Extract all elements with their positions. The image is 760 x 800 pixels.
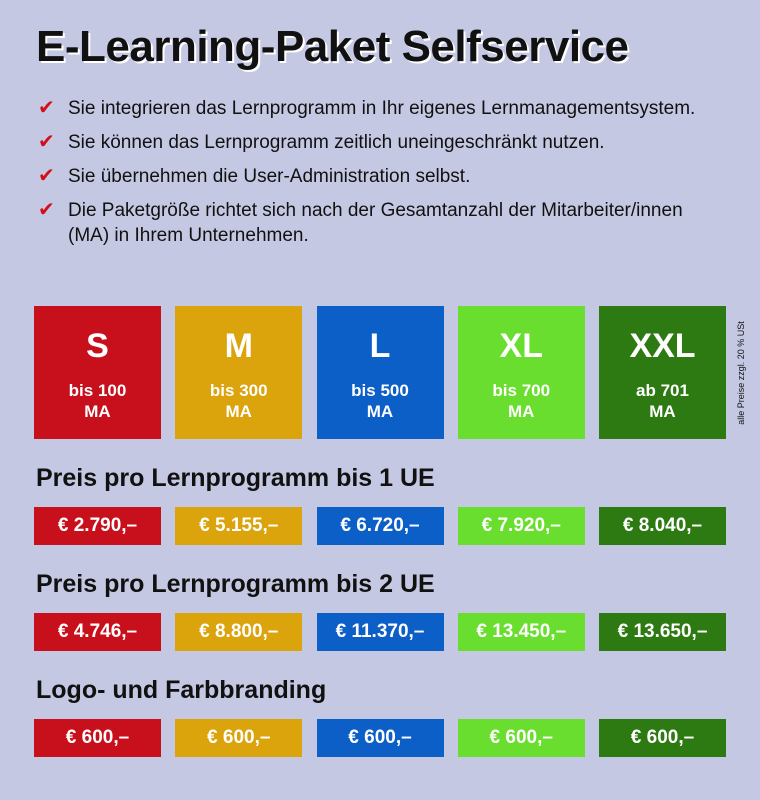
price-s: € 4.746,– — [34, 613, 161, 651]
package-size: S — [86, 327, 109, 365]
price-row-branding: € 600,– € 600,– € 600,– € 600,– € 600,– — [34, 719, 726, 757]
price-l: € 600,– — [316, 719, 444, 757]
package-unit: MA — [649, 402, 676, 421]
price-m: € 600,– — [175, 719, 303, 757]
checkmark-icon: ✔ — [38, 131, 55, 153]
package-row: S bis 100 MA M bis 300 MA L bis 500 MA X… — [34, 306, 726, 439]
package-range: bis 100 — [68, 381, 127, 400]
package-unit: MA — [366, 402, 394, 421]
checkmark-icon: ✔ — [38, 165, 55, 187]
package-range: bis 500 — [351, 381, 409, 400]
price-xxl: € 13.650,– — [599, 613, 726, 651]
price-m: € 8.800,– — [175, 613, 303, 651]
price-s: € 600,– — [34, 719, 161, 757]
feature-item: ✔ Sie integrieren das Lernprogramm in Ih… — [38, 96, 728, 121]
checkmark-icon: ✔ — [38, 199, 55, 221]
checkmark-icon: ✔ — [38, 97, 55, 119]
package-m: M bis 300 MA — [175, 306, 303, 439]
page-title: E-Learning-Paket Selfservice — [36, 22, 629, 71]
feature-text: Sie integrieren das Lernprogramm in Ihr … — [68, 98, 696, 119]
price-xxl: € 600,– — [599, 719, 726, 757]
section-title-2ue: Preis pro Lernprogramm bis 2 UE — [36, 570, 435, 598]
feature-text: Sie können das Lernprogramm zeitlich une… — [68, 132, 605, 153]
package-unit: MA — [225, 402, 252, 421]
tax-note: alle Preise zzgl. 20 % USt — [731, 306, 751, 440]
price-xl: € 13.450,– — [457, 613, 585, 651]
package-xl: XL bis 700 MA — [457, 306, 585, 439]
section-title-1ue: Preis pro Lernprogramm bis 1 UE — [36, 464, 435, 492]
package-unit: MA — [508, 402, 535, 421]
package-l: L bis 500 MA — [316, 306, 444, 439]
price-xl: € 7.920,– — [457, 507, 585, 545]
package-range: bis 300 — [209, 381, 268, 400]
feature-text: Die Paketgröße richtet sich nach der Ges… — [68, 200, 683, 246]
price-s: € 2.790,– — [34, 507, 161, 545]
package-xxl: XXL ab 701 MA — [599, 306, 726, 439]
package-range: ab 701 — [636, 381, 689, 400]
package-range: bis 700 — [492, 381, 551, 400]
price-l: € 6.720,– — [316, 507, 444, 545]
feature-item: ✔ Sie übernehmen die User-Administration… — [38, 164, 728, 189]
feature-text: Sie übernehmen die User-Administration s… — [68, 166, 471, 187]
package-size: L — [369, 327, 391, 365]
package-size: M — [224, 327, 253, 365]
package-size: XL — [499, 327, 543, 365]
section-title-branding: Logo- und Farbbranding — [36, 676, 327, 704]
price-l: € 11.370,– — [316, 613, 444, 651]
package-size: XXL — [629, 327, 696, 365]
feature-item: ✔ Sie können das Lernprogramm zeitlich u… — [38, 130, 728, 155]
price-xxl: € 8.040,– — [599, 507, 726, 545]
price-row-2ue: € 4.746,– € 8.800,– € 11.370,– € 13.450,… — [34, 613, 726, 651]
feature-item: ✔ Die Paketgröße richtet sich nach der G… — [38, 198, 728, 248]
price-xl: € 600,– — [457, 719, 585, 757]
package-s: S bis 100 MA — [34, 306, 161, 439]
package-unit: MA — [84, 402, 111, 421]
price-row-1ue: € 2.790,– € 5.155,– € 6.720,– € 7.920,– … — [34, 507, 726, 545]
tax-note-text: alle Preise zzgl. 20 % USt — [736, 321, 747, 425]
price-m: € 5.155,– — [175, 507, 303, 545]
feature-list: ✔ Sie integrieren das Lernprogramm in Ih… — [38, 96, 728, 257]
